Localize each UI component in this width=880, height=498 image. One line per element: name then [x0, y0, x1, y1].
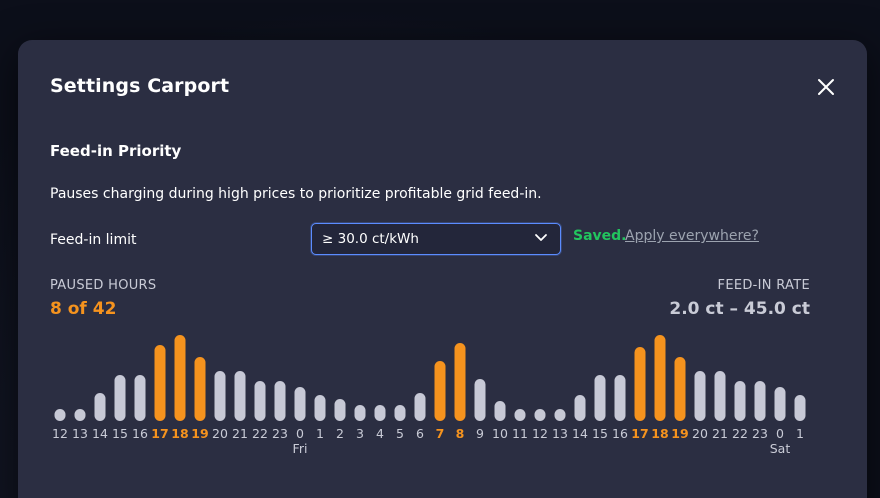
saved-status: Saved.	[573, 228, 627, 244]
hour-tick-label: 22	[252, 426, 268, 441]
hour-tick-label: 4	[376, 426, 384, 441]
hour-tick-label: 16	[612, 426, 628, 441]
bar	[254, 381, 266, 421]
hour-tick-label: 20	[212, 426, 228, 441]
hour-tick-label: 18	[171, 426, 188, 441]
bar	[334, 399, 346, 421]
bar	[94, 393, 106, 421]
modal-title: Settings Carport	[50, 75, 230, 97]
hour-tick-label: 3	[356, 426, 364, 441]
bar-paused	[434, 361, 446, 421]
bar-paused	[654, 335, 666, 421]
apply-everywhere-link[interactable]: Apply everywhere?	[625, 228, 759, 244]
hour-tick-label: 12	[532, 426, 548, 441]
bar	[574, 395, 586, 421]
bar	[374, 405, 386, 421]
bar	[234, 371, 246, 421]
close-button[interactable]	[815, 76, 837, 98]
bar	[494, 401, 506, 421]
bar-paused	[634, 347, 646, 421]
hour-tick-label: 1	[796, 426, 804, 441]
bar-paused	[674, 357, 686, 421]
hour-tick-label: 9	[476, 426, 484, 441]
hour-tick-label: 6	[416, 426, 424, 441]
hour-tick-label: 19	[191, 426, 208, 441]
hour-tick-label: 23	[272, 426, 288, 441]
bar	[594, 375, 606, 421]
bar-paused	[454, 343, 466, 421]
bar	[554, 409, 566, 421]
section-description: Pauses charging during high prices to pr…	[50, 186, 542, 202]
hour-tick-label: 15	[592, 426, 608, 441]
bar	[694, 371, 706, 421]
bar	[774, 387, 786, 421]
hour-tick-label: 21	[712, 426, 728, 441]
hour-tick-label: 5	[396, 426, 404, 441]
bar-paused	[174, 335, 186, 421]
bar	[614, 375, 626, 421]
day-label: Sat	[770, 441, 791, 456]
bar	[294, 387, 306, 421]
bar	[354, 405, 366, 421]
hour-tick-label: 17	[631, 426, 648, 441]
bar	[394, 405, 406, 421]
feed-in-limit-select[interactable]: ≥ 30.0 ct/kWh	[311, 223, 561, 255]
hour-tick-label: 15	[112, 426, 128, 441]
bar	[534, 409, 546, 421]
hour-tick-label: 7	[436, 426, 445, 441]
bar	[474, 379, 486, 421]
hour-tick-label: 20	[692, 426, 708, 441]
close-icon	[818, 79, 834, 95]
price-hours-chart: 12 13 14 15 16 17 18 19 20 21 22 23 0 1 2 3 4 5 6 7 8 9 10 11 12…	[52, 335, 806, 456]
hour-tick-label: 13	[552, 426, 568, 441]
hour-tick-label: 0	[776, 426, 784, 441]
hour-tick-label: 8	[456, 426, 465, 441]
hour-tick-label: 2	[336, 426, 344, 441]
hour-tick-label: 12	[52, 426, 68, 441]
paused-hours-label: PAUSED HOURS	[50, 278, 157, 293]
feed-in-rate-label: FEED-IN RATE	[717, 278, 810, 293]
bar	[794, 395, 806, 421]
bar-paused	[154, 345, 166, 421]
hour-tick-label: 23	[752, 426, 768, 441]
hour-tick-label: 19	[671, 426, 688, 441]
bar	[74, 409, 86, 421]
bar	[514, 409, 526, 421]
hour-tick-label: 11	[512, 426, 528, 441]
bar	[714, 371, 726, 421]
feed-in-limit-value: ≥ 30.0 ct/kWh	[322, 231, 419, 247]
hour-tick-label: 0	[296, 426, 304, 441]
bar	[754, 381, 766, 421]
settings-modal: Settings Carport Feed-in Priority Pauses…	[18, 40, 867, 498]
bar	[314, 395, 326, 421]
hour-tick-label: 22	[732, 426, 748, 441]
chevron-down-icon	[535, 234, 547, 241]
hour-tick-label: 13	[72, 426, 88, 441]
feed-in-rate-value: 2.0 ct – 45.0 ct	[669, 299, 810, 319]
bar	[274, 381, 286, 421]
section-title: Feed-in Priority	[50, 142, 182, 160]
bar	[134, 375, 146, 421]
day-label: Fri	[293, 441, 308, 456]
hour-tick-label: 14	[572, 426, 588, 441]
hour-tick-label: 17	[151, 426, 168, 441]
bar	[114, 375, 126, 421]
hour-tick-label: 10	[492, 426, 508, 441]
bar-paused	[194, 357, 206, 421]
hour-tick-label: 1	[316, 426, 324, 441]
hour-tick-label: 14	[92, 426, 108, 441]
paused-hours-value: 8 of 42	[50, 299, 117, 319]
bar	[214, 371, 226, 421]
bar	[414, 393, 426, 421]
feed-in-limit-label: Feed-in limit	[50, 232, 137, 248]
hour-tick-label: 21	[232, 426, 248, 441]
bar	[54, 409, 66, 421]
bar	[734, 381, 746, 421]
hour-tick-label: 18	[651, 426, 668, 441]
hour-tick-label: 16	[132, 426, 148, 441]
